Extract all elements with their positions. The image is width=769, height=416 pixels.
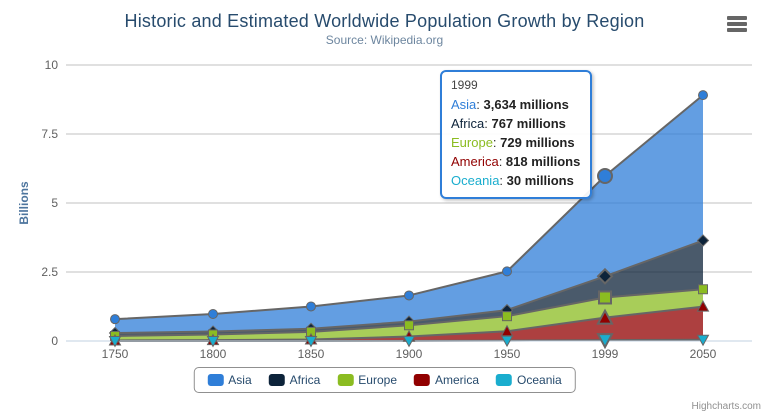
legend-item-america[interactable]: America (414, 373, 479, 387)
chart-subtitle: Source: Wikipedia.org (325, 33, 444, 47)
tooltip-separator: : (484, 116, 492, 131)
tooltip-separator: : (499, 173, 507, 188)
legend-swatch-icon (496, 374, 513, 386)
tooltip-separator: : (476, 97, 484, 112)
tooltip-series-name: Oceania (451, 173, 500, 188)
hamburger-menu-icon (727, 16, 747, 20)
y-axis-label: 10 (45, 58, 59, 72)
tooltip-value: 3,634 millions (483, 97, 569, 112)
tooltip-value: 767 millions (491, 116, 566, 131)
marker-oceania[interactable] (500, 335, 514, 348)
x-axis-label: 1750 (102, 347, 129, 361)
legend-item-oceania[interactable]: Oceania (496, 373, 562, 387)
tooltip-rows: Asia: 3,634 millions Africa: 767 millions… (451, 95, 580, 190)
legend-label: Asia (228, 373, 252, 387)
marker-oceania[interactable] (596, 333, 614, 350)
area-america[interactable] (115, 306, 703, 341)
y-axis-title: Billions (17, 181, 31, 225)
x-axis-label: 1999 (592, 347, 619, 361)
legend-swatch-icon (207, 374, 224, 386)
x-axis-label: 2050 (690, 347, 717, 361)
y-axis-label: 0 (51, 334, 58, 348)
marker-oceania[interactable] (304, 335, 318, 348)
credits-link[interactable]: Highcharts.com (691, 401, 761, 412)
marker-africa[interactable] (696, 234, 710, 247)
tooltip-value: 30 millions (506, 173, 574, 188)
tooltip-series-name: Europe (451, 135, 493, 150)
legend-label: Oceania (517, 373, 562, 387)
chart-title: Historic and Estimated Worldwide Populat… (124, 11, 645, 31)
marker-europe[interactable] (598, 290, 612, 305)
tooltip-series-name: America (451, 154, 499, 169)
tooltip-row-asia: Asia: 3,634 millions (451, 95, 580, 114)
marker-europe[interactable] (698, 284, 708, 295)
marker-asia[interactable] (597, 168, 613, 185)
hamburger-menu-icon (727, 22, 747, 26)
area-asia[interactable] (115, 95, 703, 334)
tooltip-row-africa: Africa: 767 millions (451, 114, 580, 133)
marker-oceania[interactable] (696, 334, 710, 347)
tooltip-value: 818 millions (505, 154, 581, 169)
marker-america[interactable] (696, 300, 710, 312)
marker-asia[interactable] (110, 314, 120, 325)
hamburger-menu-icon (727, 28, 747, 32)
legend: Asia Africa Europe America Oceania (193, 367, 576, 393)
x-axis-label: 1800 (200, 347, 227, 361)
legend-swatch-icon (337, 374, 354, 386)
marker-asia[interactable] (698, 90, 708, 101)
tooltip-series-name: Africa (451, 116, 485, 131)
marker-america[interactable] (596, 308, 614, 325)
x-axis-label: 1950 (494, 347, 521, 361)
marker-asia[interactable] (502, 266, 512, 277)
legend-item-africa[interactable]: Africa (268, 373, 321, 387)
x-axis-label: 1850 (298, 347, 325, 361)
y-axis-label: 7.5 (41, 127, 58, 141)
export-menu-button[interactable] (725, 14, 751, 34)
y-axis-label: 2.5 (41, 265, 58, 279)
legend-label: America (435, 373, 480, 387)
marker-oceania[interactable] (206, 335, 220, 348)
x-axis-label: 1900 (396, 347, 423, 361)
tooltip-header: 1999 (451, 78, 478, 92)
marker-oceania[interactable] (108, 335, 122, 348)
tooltip-separator: : (498, 154, 506, 169)
tooltip-separator: : (492, 135, 501, 150)
legend-swatch-icon (268, 374, 285, 386)
marker-europe[interactable] (502, 311, 512, 322)
tooltip: 1999 Asia: 3,634 millions Africa: 767 mil… (440, 70, 593, 199)
marker-asia[interactable] (208, 309, 218, 320)
tooltip-row-oceania: Oceania: 30 millions (451, 171, 580, 190)
marker-europe[interactable] (404, 320, 414, 331)
legend-swatch-icon (414, 374, 431, 386)
legend-label: Africa (289, 373, 321, 387)
marker-oceania[interactable] (402, 335, 416, 348)
tooltip-series-name: Asia (451, 97, 477, 112)
tooltip-row-america: America: 818 millions (451, 152, 580, 171)
area-africa[interactable] (115, 240, 703, 336)
marker-africa[interactable] (596, 267, 614, 285)
legend-item-asia[interactable]: Asia (207, 373, 252, 387)
y-axis-label: 5 (51, 196, 58, 210)
legend-label: Europe (358, 373, 398, 387)
marker-asia[interactable] (404, 290, 414, 301)
marker-asia[interactable] (306, 301, 316, 312)
legend-item-europe[interactable]: Europe (337, 373, 397, 387)
tooltip-row-europe: Europe: 729 millions (451, 133, 580, 152)
tooltip-value: 729 millions (500, 135, 575, 150)
